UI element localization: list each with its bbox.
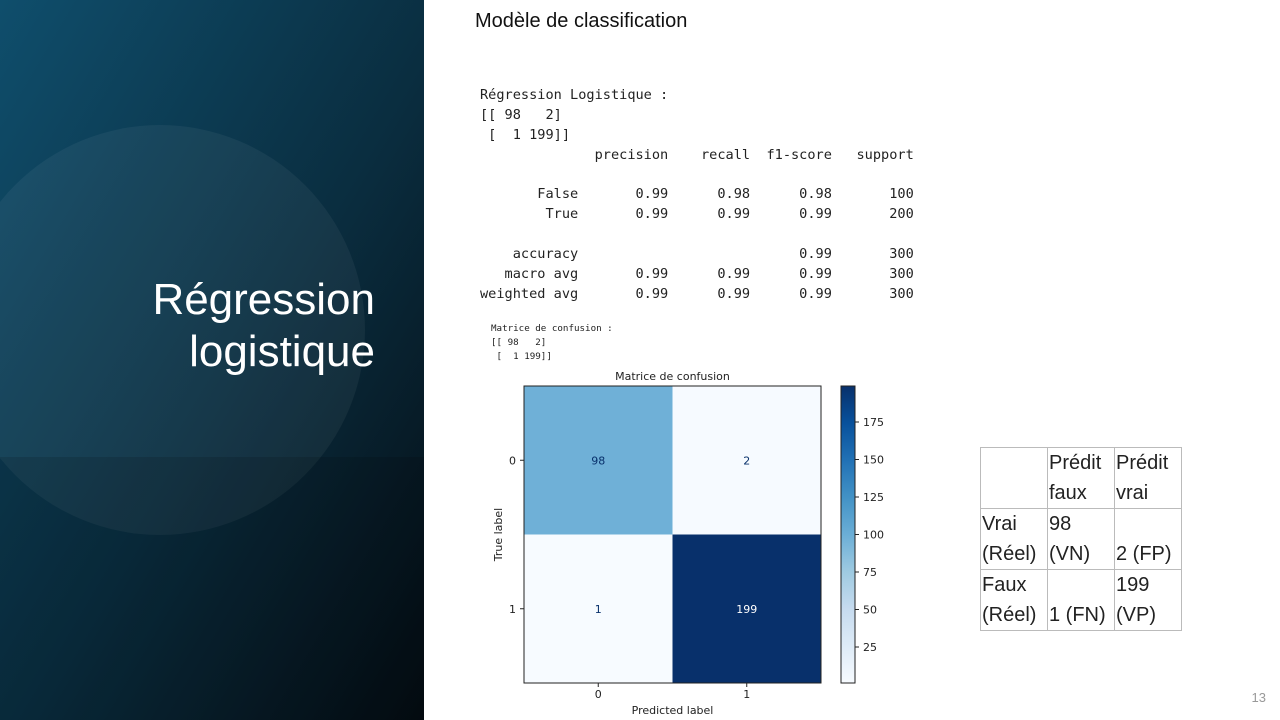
colorbar-tick-label: 125 [863,491,884,504]
colorbar-tick-label: 100 [863,529,884,542]
page-number: 13 [1252,690,1266,705]
console-line: weighted avg 0.99 0.99 0.99 300 [480,286,914,302]
table-cell: 1 (FN) [1047,569,1115,631]
heatmap-cell [672,534,821,683]
slide-title: Régression logistique [152,275,375,376]
console-line: Régression Logistique : [480,87,668,103]
colorbar [840,385,856,684]
table-cell: Faux (Réel) [980,569,1048,631]
chart-title: Matrice de confusion [615,370,730,383]
table-row: Faux (Réel) 1 (FN) 199 (VP) [980,569,1182,631]
subtitle: Modèle de classification [475,10,687,32]
table-cell: Prédit faux [1047,447,1115,509]
cell-label: 199 [736,603,757,616]
table-cell: 199 (VP) [1114,569,1182,631]
colorbar-tick-label: 25 [863,641,877,654]
decor-circle [0,125,365,535]
colorbar-tick-label: 150 [863,454,884,467]
table-cell [980,447,1048,509]
y-tick-label: 0 [509,454,516,467]
table-cell: Prédit vrai [1114,447,1182,509]
y-tick-label: 1 [509,603,516,616]
colorbar-tick-label: 50 [863,604,877,617]
colorbar-tick-label: 175 [863,416,884,429]
cell-label: 2 [743,454,750,467]
console-line: False 0.99 0.98 0.98 100 [480,186,914,202]
side-panel [0,0,424,720]
y-axis-label: True label [492,508,505,562]
table-cell: Vrai (Réel) [980,508,1048,570]
console-line: Matrice de confusion : [491,323,613,334]
console-line: macro avg 0.99 0.99 0.99 300 [480,266,914,282]
console-line: True 0.99 0.99 0.99 200 [480,206,914,222]
heatmap-cell [672,386,821,535]
cell-label: 1 [595,603,602,616]
colorbar-tick-label: 75 [863,566,877,579]
table-cell: 98 (VN) [1047,508,1115,570]
console-line: [[ 98 2] [491,337,546,348]
console-line: [ 1 199]] [491,351,552,362]
console-line: precision recall f1-score support [480,147,914,163]
x-tick-label: 0 [595,688,602,701]
console-line: [[ 98 2] [480,107,562,123]
x-axis-label: Predicted label [632,704,714,717]
heatmap-cell [524,534,673,683]
heatmap-cell [524,386,673,535]
console-line: accuracy 0.99 300 [480,246,914,262]
table-row: Prédit faux Prédit vrai [980,447,1182,509]
x-tick-label: 1 [743,688,750,701]
confusion-table: Prédit faux Prédit vrai Vrai (Réel) 98 (VN)… [980,447,1182,631]
table-row: Vrai (Réel) 98 (VN) 2 (FP) [980,508,1182,570]
table-cell: 2 (FP) [1114,508,1182,570]
console-line: [ 1 199]] [480,127,570,143]
cell-label: 98 [591,454,605,467]
plot-frame [523,385,822,684]
decor-band [0,457,424,720]
